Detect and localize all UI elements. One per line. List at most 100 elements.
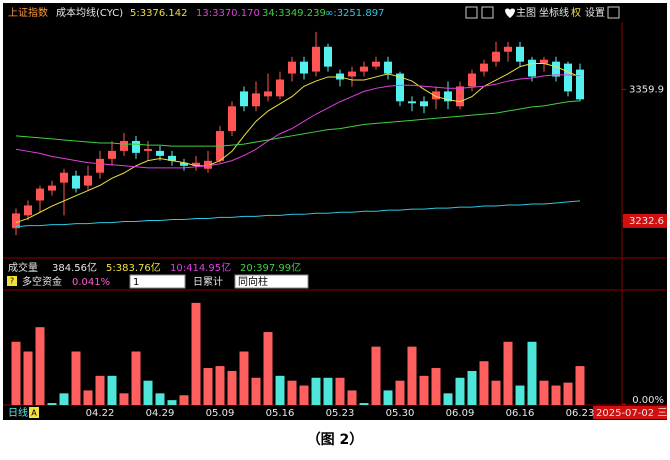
candle-body — [468, 73, 476, 87]
candle-body — [324, 46, 332, 67]
bar — [131, 351, 141, 405]
candle-body — [504, 46, 512, 52]
bar — [119, 393, 129, 405]
bar — [191, 302, 201, 405]
y-tick-label: 3232.6 — [629, 216, 664, 227]
bar — [263, 332, 273, 405]
ma-line — [15, 63, 581, 224]
bar — [287, 380, 297, 405]
bar — [311, 377, 321, 405]
bar — [419, 375, 429, 405]
period-select-value[interactable]: 1 — [133, 277, 139, 288]
menu-main[interactable]: 主图 — [516, 7, 536, 19]
bar — [227, 370, 237, 405]
x-tick-label: 04.29 — [146, 408, 175, 419]
sub-indicator-label: 多空资金 — [22, 275, 62, 288]
menu-rights[interactable]: 权 — [571, 6, 581, 19]
candle-body — [252, 93, 260, 107]
candle-body — [60, 172, 68, 183]
bar — [407, 346, 417, 405]
candle-body — [168, 155, 176, 161]
x-tick-label: 06.23 — [566, 408, 595, 419]
bar — [335, 377, 345, 405]
ma-line — [15, 100, 581, 147]
candle-body — [480, 63, 488, 72]
bar — [179, 395, 189, 405]
style-select[interactable] — [234, 274, 309, 289]
candle-body — [12, 213, 20, 229]
legend-entry: 13:3370.170 — [196, 8, 260, 19]
candle-body — [48, 185, 56, 191]
candle-body — [36, 188, 44, 201]
y-tick-label: 3359.9 — [629, 84, 664, 95]
volume-value: 384.56亿 — [52, 261, 97, 274]
candle-body — [408, 101, 416, 104]
help-box[interactable] — [7, 276, 17, 286]
sub-indicator-value: 0.041% — [72, 277, 110, 288]
x-tick-label: 05.30 — [386, 408, 415, 419]
bar — [155, 393, 165, 405]
bar — [323, 377, 333, 405]
legend-entry: 34:3349.239 — [262, 8, 326, 19]
bar — [251, 377, 261, 405]
bar — [479, 361, 489, 405]
candle-body — [288, 61, 296, 74]
x-tick-label: 05.09 — [206, 408, 235, 419]
period-select[interactable] — [129, 274, 186, 289]
help-mark[interactable]: ? — [10, 277, 14, 286]
x-tick-label: 05.16 — [266, 408, 295, 419]
zoom-in-button[interactable] — [465, 6, 478, 19]
bar — [299, 385, 309, 405]
bar — [239, 351, 249, 405]
candle-body — [456, 86, 464, 107]
symbol: 上证指数 — [8, 6, 48, 19]
bar — [575, 366, 585, 405]
candle-body — [156, 150, 164, 156]
accumulate-label: 日累计 — [193, 275, 223, 288]
candle-body — [264, 91, 272, 97]
x-tick-label: 04.22 — [86, 408, 115, 419]
candle-body — [432, 91, 440, 100]
bar — [83, 390, 93, 405]
candle-body — [564, 63, 572, 92]
bar — [467, 370, 477, 405]
candle-body — [72, 175, 80, 189]
candle-body — [144, 148, 152, 151]
candle-body — [540, 59, 548, 64]
candle-body — [528, 59, 536, 77]
menu-grid[interactable]: 坐标线 — [539, 6, 569, 19]
ma-line — [15, 200, 581, 228]
marker: A — [31, 409, 37, 418]
zoom-out-button[interactable] — [481, 6, 494, 19]
bar — [11, 341, 21, 405]
expand-button[interactable] — [607, 6, 620, 19]
menu-settings[interactable]: 设置 — [585, 7, 605, 19]
candle-body — [276, 79, 284, 97]
bar — [71, 351, 81, 405]
candle-body — [120, 140, 128, 151]
candle-body — [180, 162, 188, 166]
candle-body — [84, 175, 92, 186]
bar — [503, 341, 513, 405]
bar — [455, 377, 465, 405]
x-tick-label: 06.09 — [446, 408, 475, 419]
candle-body — [552, 61, 560, 77]
bar — [95, 375, 105, 405]
candle-body — [228, 106, 236, 132]
ma-line — [15, 74, 581, 169]
style-select-value[interactable]: 同向柱 — [238, 275, 268, 288]
candle-body — [420, 101, 428, 107]
candle-body — [384, 61, 392, 74]
bar — [215, 366, 225, 405]
bar — [431, 368, 441, 405]
volume-ma: 20:397.99亿 — [240, 261, 301, 274]
favorite-icon[interactable] — [505, 8, 515, 18]
date-label: 2025-07-02 三 — [596, 408, 667, 419]
legend-entry: ∞:3251.897 — [325, 8, 384, 19]
y-tick-label: 0.00% — [632, 395, 664, 406]
candle-body — [348, 71, 356, 77]
candle-body — [576, 69, 584, 100]
indicator-name: 成本均线(CYC) — [56, 6, 123, 19]
candle-body — [516, 46, 524, 62]
